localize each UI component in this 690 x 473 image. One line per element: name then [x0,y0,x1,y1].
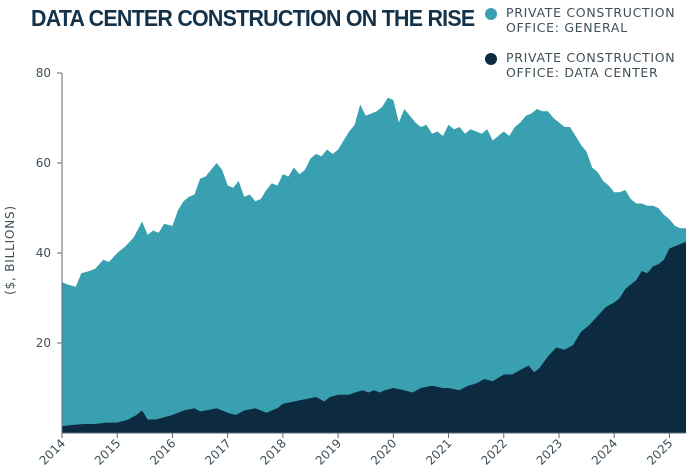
area-series-data-center [62,241,686,433]
y-tick-label: 60 [36,156,51,170]
x-tick-label: 2019 [313,436,344,467]
x-tick-label: 2023 [534,436,565,467]
x-tick-label: 2015 [92,436,123,467]
x-tick-label: 2018 [258,436,289,467]
y-tick-label: 80 [36,66,51,80]
x-tick-label: 2021 [423,436,454,467]
x-tick-label: 2016 [147,436,178,467]
x-tick-label: 2022 [478,436,509,467]
x-tick-label: 2020 [368,436,399,467]
legend-data-center-label: PRIVATE CONSTRUCTION OFFICE: DATA CENTER [506,50,676,80]
x-tick-label: 2017 [202,436,233,467]
x-tick-label: 2014 [37,436,68,467]
x-tick-label: 2025 [644,436,675,467]
x-tick-label: 2024 [589,436,620,467]
legend-general-label: PRIVATE CONSTRUCTION OFFICE: GENERAL [506,5,676,35]
y-tick-label: 40 [36,246,51,260]
area-series-general [62,97,686,434]
y-tick-label: 20 [36,336,51,350]
legend-general-circle-icon [485,8,497,20]
chart-title: DATA CENTER CONSTRUCTION ON THE RISE [31,5,475,31]
legend-data-center-circle-icon [485,53,497,65]
